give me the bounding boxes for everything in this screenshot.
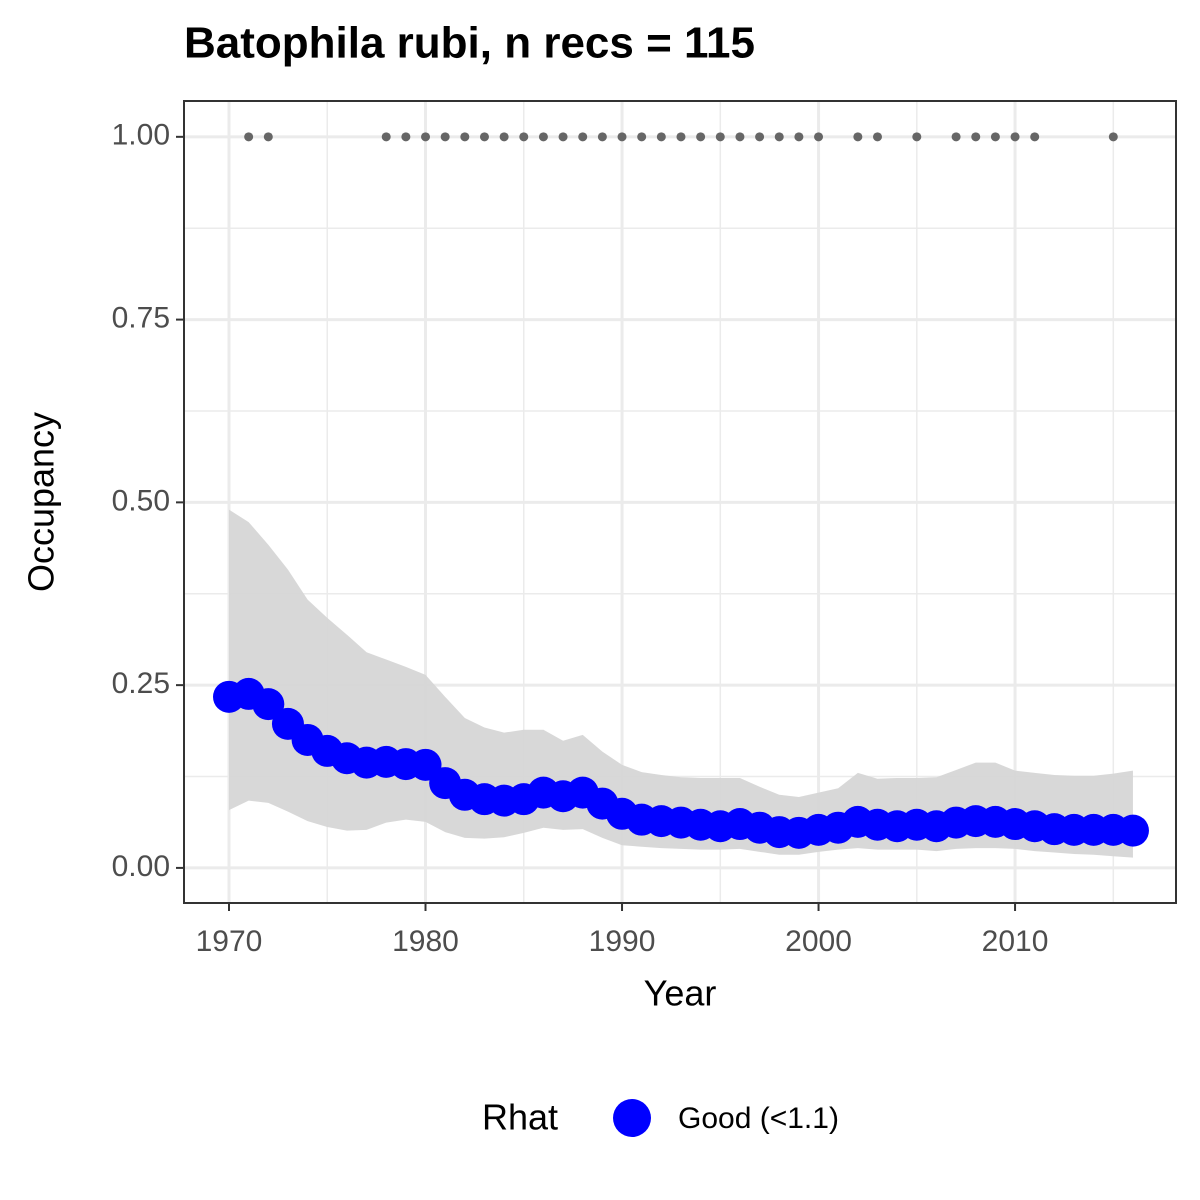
record-point xyxy=(519,132,529,142)
record-point xyxy=(696,132,706,142)
record-point xyxy=(794,132,804,142)
y-tick-label: 0.75 xyxy=(112,302,170,335)
x-tick-label: 2000 xyxy=(785,925,852,958)
record-point xyxy=(558,132,568,142)
legend-title: Rhat xyxy=(482,1097,558,1138)
record-point xyxy=(460,132,470,142)
record-point xyxy=(421,132,431,142)
record-point xyxy=(440,132,450,142)
panel-border xyxy=(183,100,1177,904)
record-point xyxy=(774,132,784,142)
x-axis-title: Year xyxy=(644,973,717,1014)
record-point xyxy=(381,132,391,142)
record-point xyxy=(755,132,765,142)
y-tick-label: 1.00 xyxy=(112,119,170,152)
record-point xyxy=(715,132,725,142)
record-point xyxy=(499,132,509,142)
record-point xyxy=(912,132,922,142)
record-point xyxy=(637,132,647,142)
legend-label: Good (<1.1) xyxy=(678,1102,839,1135)
record-point xyxy=(578,132,588,142)
record-point xyxy=(735,132,745,142)
y-tick-label: 0.25 xyxy=(112,667,170,700)
chart-title: Batophila rubi, n recs = 115 xyxy=(184,19,755,68)
y-axis-title: Occupancy xyxy=(21,412,62,592)
record-point xyxy=(263,132,273,142)
record-point xyxy=(971,132,981,142)
record-point xyxy=(656,132,666,142)
occupancy-point xyxy=(252,688,285,721)
record-point xyxy=(617,132,627,142)
record-point xyxy=(1030,132,1040,142)
x-tick-label: 2010 xyxy=(982,925,1049,958)
record-point xyxy=(1010,132,1020,142)
record-point xyxy=(479,132,489,142)
record-point xyxy=(814,132,824,142)
record-point xyxy=(401,132,411,142)
x-tick-label: 1980 xyxy=(392,925,459,958)
x-tick-label: 1970 xyxy=(196,925,263,958)
record-point xyxy=(676,132,686,142)
record-point xyxy=(951,132,961,142)
record-point xyxy=(872,132,882,142)
record-point xyxy=(990,132,1000,142)
record-point xyxy=(853,132,863,142)
y-tick-label: 0.00 xyxy=(112,850,170,883)
record-point xyxy=(244,132,254,142)
legend-swatch xyxy=(613,1099,651,1137)
x-tick-label: 1990 xyxy=(589,925,656,958)
y-tick-label: 0.50 xyxy=(112,484,170,517)
record-point xyxy=(538,132,548,142)
record-point xyxy=(1108,132,1118,142)
occupancy-point xyxy=(1116,814,1149,847)
record-point xyxy=(597,132,607,142)
